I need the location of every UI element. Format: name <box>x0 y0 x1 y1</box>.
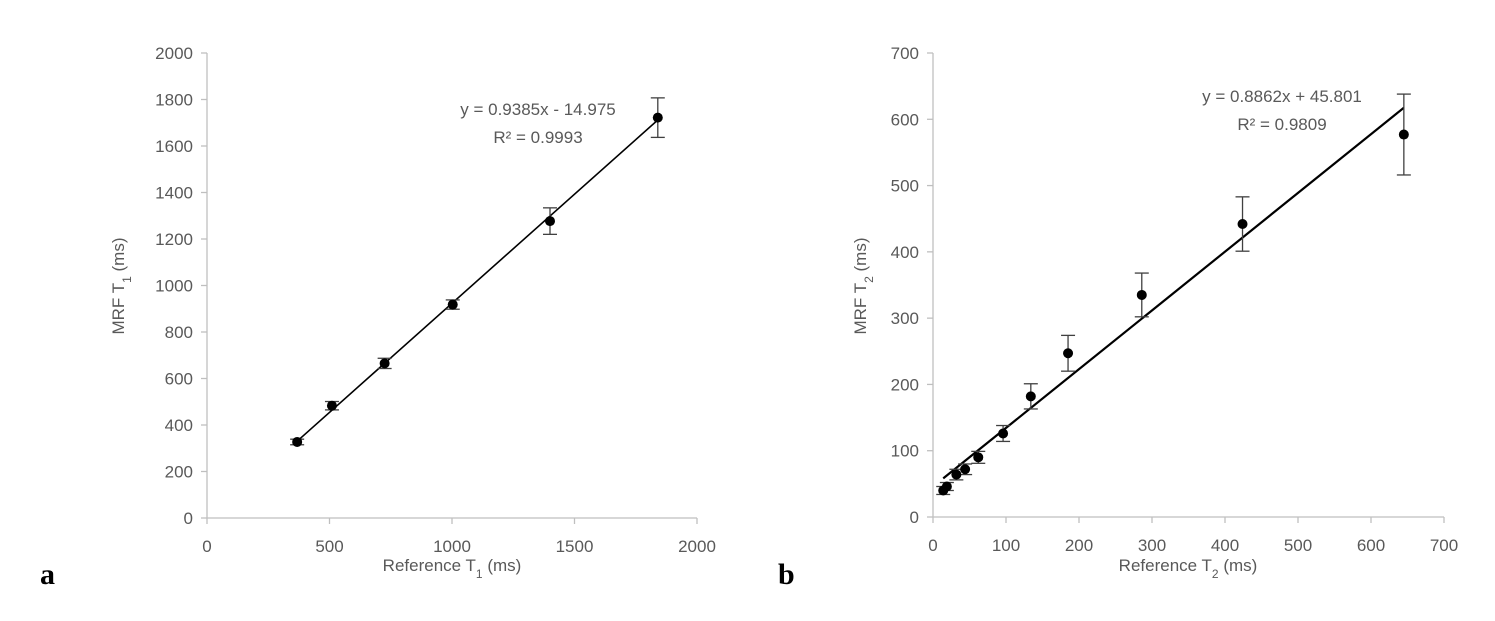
panel-b-x-tick-label: 700 <box>1430 536 1458 555</box>
panel-b-y-tick-label: 300 <box>891 309 919 328</box>
panel-b-y-tick-label: 200 <box>891 375 919 394</box>
panel-b-data-point <box>1136 289 1147 300</box>
panel-b-data-point <box>1398 129 1409 140</box>
panel-a-data-point <box>326 400 337 411</box>
panel-b-data-point <box>1237 219 1248 230</box>
panel-b-x-axis-title: Reference T2 (ms) <box>1119 556 1258 581</box>
panel-b-x-tick-label: 500 <box>1284 536 1312 555</box>
panel-b-data-point <box>973 452 984 463</box>
panel-b-x-tick-label: 600 <box>1357 536 1385 555</box>
panel-b-y-tick-label: 700 <box>891 44 919 63</box>
panel-a-y-axis-title: MRF T1 (ms) <box>109 237 134 334</box>
panel-a-y-tick-label: 1200 <box>155 230 193 249</box>
panel-a-trendline-group <box>296 119 659 442</box>
panel-b-x-tick-label: 200 <box>1065 536 1093 555</box>
panel-a-x-tick-label: 1000 <box>433 537 471 556</box>
panel-a-chart: 0 200 400 600 800 1000 1200 1400 1600 1800 2000 0 50… <box>40 44 716 591</box>
panel-a-y-tick-label: 400 <box>165 416 193 435</box>
panel-b-chart: 0 100 200 300 400 500 600 700 0 100 200 300 400 500 60… <box>778 44 1458 591</box>
panel-b-x-tick-label: 400 <box>1211 536 1239 555</box>
panel-b-data-point <box>960 464 971 475</box>
panel-b-y-tick-label: 0 <box>910 508 919 527</box>
panel-a-y-tick-label: 800 <box>165 323 193 342</box>
panel-a-y-tick-label: 200 <box>165 463 193 482</box>
panel-b-data-point <box>1025 391 1036 402</box>
panel-a-data-point <box>379 358 390 369</box>
panel-b-r-squared: R² = 0.9809 <box>1237 115 1326 134</box>
panel-b-axes: 0 100 200 300 400 500 600 700 0 100 200 300 400 500 60… <box>891 44 1459 555</box>
panel-b-equation: y = 0.8862x + 45.801 <box>1202 87 1362 106</box>
panel-a-y-tick-label: 1600 <box>155 137 193 156</box>
panel-b-y-tick-label: 500 <box>891 177 919 196</box>
panel-a-data-point <box>447 299 458 310</box>
panel-a-data-point <box>545 216 555 227</box>
panel-b-trendline-group <box>942 106 1405 480</box>
panel-a-x-tick-label: 2000 <box>678 537 716 556</box>
panel-a-y-tick-label: 0 <box>184 509 193 528</box>
panel-a-y-tick-label: 1000 <box>155 277 193 296</box>
panel-a-y-tick-label: 1800 <box>155 91 193 110</box>
panel-b-data-point <box>1063 348 1074 359</box>
panel-a-axes: 0 200 400 600 800 1000 1200 1400 1600 1800 2000 0 50… <box>155 44 716 556</box>
panel-a-r-squared: R² = 0.9993 <box>493 128 582 147</box>
panel-a-errorbars <box>290 97 665 446</box>
panel-b-points <box>938 129 1409 496</box>
panel-b-data-point <box>941 481 952 492</box>
panel-a-data-point <box>652 112 663 123</box>
panel-a-y-tick-label: 600 <box>165 370 193 389</box>
panel-a-x-tick-label: 500 <box>315 537 343 556</box>
panel-b-y-axis-title: MRF T2 (ms) <box>851 237 876 334</box>
panel-a-data-point <box>292 436 303 447</box>
panel-a-x-tick-label: 0 <box>202 537 211 556</box>
panel-b-y-tick-label: 600 <box>891 110 919 129</box>
panel-b-x-tick-label: 300 <box>1138 536 1166 555</box>
panel-b-y-tick-label: 100 <box>891 442 919 461</box>
panel-a-points <box>292 112 663 447</box>
panel-b-x-tick-label: 0 <box>928 536 937 555</box>
panel-b-x-tick-label: 100 <box>992 536 1020 555</box>
panel-b-y-tick-label: 400 <box>891 243 919 262</box>
panel-b-letter: b <box>778 558 795 591</box>
panel-b-trendline <box>942 106 1405 480</box>
panel-a-y-tick-label: 1400 <box>155 184 193 203</box>
panel-b-data-point <box>951 469 962 480</box>
panel-a-x-axis-title: Reference T1 (ms) <box>383 556 522 581</box>
panel-a-y-tick-label: 2000 <box>155 44 193 63</box>
panel-a-trendline <box>296 119 659 442</box>
panel-b-data-point <box>998 428 1009 439</box>
panel-a-equation: y = 0.9385x - 14.975 <box>460 100 615 119</box>
panel-a-x-tick-label: 1500 <box>556 537 594 556</box>
panel-a-letter: a <box>40 558 55 591</box>
